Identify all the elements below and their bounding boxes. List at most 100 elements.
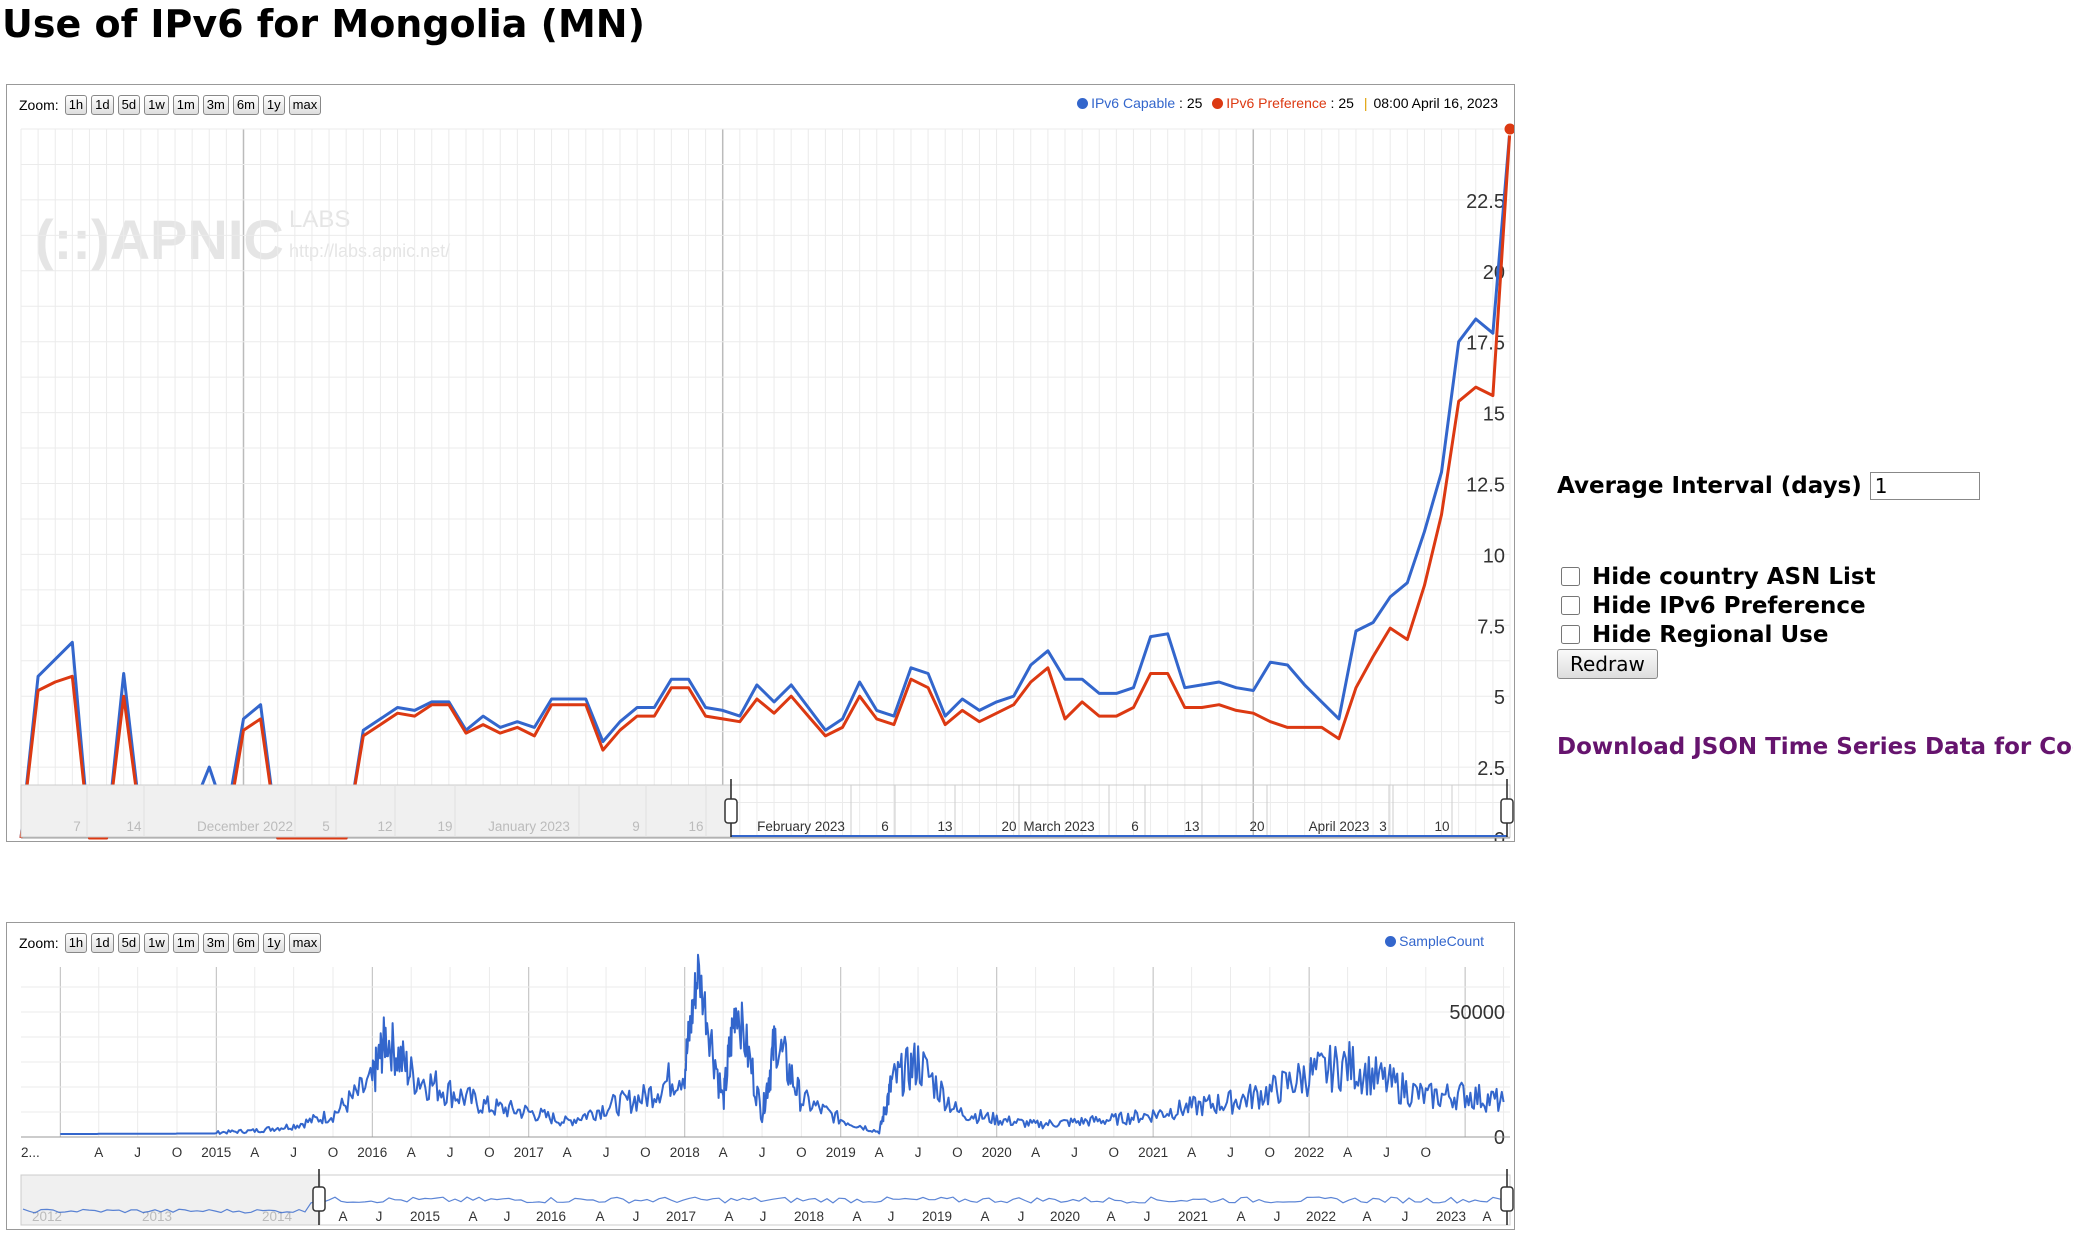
navigator-label: J — [760, 1209, 767, 1224]
zoom-1w-button[interactable]: 1w — [144, 933, 169, 953]
watermark: (::)APNIC LABS http://labs.apnic.net/ — [35, 206, 450, 271]
hide-preference-label: Hide IPv6 Preference — [1592, 592, 1866, 619]
redraw-button[interactable]: Redraw — [1557, 649, 1658, 679]
navigator-left-handle — [312, 1186, 326, 1212]
zoom-5d-button[interactable]: 5d — [117, 95, 141, 115]
x-tick-label: O — [952, 1145, 963, 1160]
preference-dot-icon — [1212, 98, 1224, 109]
legend-divider: | — [1363, 95, 1368, 111]
zoom-1d-button[interactable]: 1d — [91, 933, 114, 953]
navigator-label: 2012 — [32, 1209, 62, 1224]
x-tick-label: 2015 — [201, 1145, 231, 1160]
navigator-label: 20 — [1001, 819, 1016, 834]
navigator-right-handle — [1500, 1186, 1514, 1212]
x-tick-label: 2021 — [1138, 1145, 1168, 1160]
hide-preference-option[interactable]: Hide IPv6 Preference — [1557, 591, 1876, 620]
navigator-label: 7 — [73, 819, 81, 834]
y-tick-label: 22.5 — [1466, 191, 1505, 213]
hide-asn-option[interactable]: Hide country ASN List — [1557, 562, 1876, 591]
x-tick-label: O — [640, 1145, 651, 1160]
navigator-series-line — [22, 1196, 1506, 1214]
legend-preference-name: IPv6 Preference — [1226, 95, 1327, 111]
navigator-label: 2016 — [536, 1209, 566, 1224]
legend-timestamp: 08:00 April 16, 2023 — [1373, 95, 1498, 111]
zoom-1y-button[interactable]: 1y — [262, 933, 285, 953]
y-tick-label: 15 — [1483, 404, 1505, 426]
navigator-label: 3 — [1379, 819, 1387, 834]
navigator-label: 2023 — [1436, 1209, 1466, 1224]
hide-preference-checkbox[interactable] — [1561, 596, 1580, 615]
navigator-label: A — [852, 1209, 861, 1224]
zoom-1w-button[interactable]: 1w — [144, 95, 169, 115]
hide-regional-label: Hide Regional Use — [1592, 621, 1829, 648]
zoom-label: Zoom: — [19, 935, 59, 951]
zoom-1y-button[interactable]: 1y — [262, 95, 285, 115]
x-tick-label: A — [250, 1145, 259, 1160]
zoom-5d-button[interactable]: 5d — [117, 933, 141, 953]
x-tick-label: J — [1227, 1145, 1234, 1160]
sample-count-chart: Zoom: 1h 1d 5d 1w 1m 3m 6m 1y max Sample… — [6, 922, 1515, 1230]
navigator-label: J — [1274, 1209, 1281, 1224]
zoom-3m-button[interactable]: 3m — [202, 933, 229, 953]
navigator-label: 6 — [1131, 819, 1139, 834]
navigator-label: J — [888, 1209, 895, 1224]
navigator-label: A — [338, 1209, 347, 1224]
navigator-label: J — [633, 1209, 640, 1224]
navigator-label: A — [468, 1209, 477, 1224]
page-title: Use of IPv6 for Mongolia (MN) — [2, 2, 645, 46]
x-tick-label: A — [407, 1145, 416, 1160]
x-tick-label: A — [94, 1145, 103, 1160]
x-tick-label: J — [759, 1145, 766, 1160]
navigator-left-handle — [724, 798, 738, 824]
navigator-label: 2018 — [794, 1209, 824, 1224]
navigator-label: 2013 — [142, 1209, 172, 1224]
interval-input[interactable] — [1869, 472, 1980, 500]
navigator-label: December 2022 — [197, 819, 293, 834]
zoom-1m-button[interactable]: 1m — [172, 933, 199, 953]
navigator-label: A — [1106, 1209, 1115, 1224]
x-tick-label: O — [328, 1145, 339, 1160]
watermark-labs: LABS — [289, 206, 350, 233]
watermark-url: http://labs.apnic.net/ — [289, 241, 450, 261]
x-tick-label: J — [134, 1145, 141, 1160]
legend-sample-name: SampleCount — [1399, 933, 1484, 949]
ipv6-chart-svg: (::)APNIC LABS http://labs.apnic.net/ 02… — [19, 122, 1514, 841]
x-tick-label: O — [1265, 1145, 1276, 1160]
y-tick-label: 17.5 — [1466, 333, 1505, 355]
zoom-1h-button[interactable]: 1h — [64, 95, 88, 115]
navigator-unselected-region — [21, 1175, 321, 1225]
zoom-max-button[interactable]: max — [288, 933, 322, 953]
x-tick-label: 2022 — [1294, 1145, 1324, 1160]
options-checkboxes: Hide country ASN List Hide IPv6 Preferen… — [1557, 562, 1876, 649]
hide-regional-checkbox[interactable] — [1561, 625, 1580, 644]
y-tick-label: 10 — [1483, 545, 1505, 567]
navigator-label: 2021 — [1178, 1209, 1208, 1224]
navigator-right-handle — [1500, 798, 1514, 824]
navigator-label: 5 — [322, 819, 330, 834]
zoom-1m-button[interactable]: 1m — [172, 95, 199, 115]
navigator-label: J — [1018, 1209, 1025, 1224]
zoom-6m-button[interactable]: 6m — [232, 95, 259, 115]
download-json-link[interactable]: Download JSON Time Series Data for Code … — [1557, 734, 2073, 760]
navigator-label: 6 — [881, 819, 889, 834]
navigator-label: 13 — [1184, 819, 1199, 834]
zoom-6m-button[interactable]: 6m — [232, 933, 259, 953]
x-tick-label: A — [875, 1145, 884, 1160]
y-tick-label: 50000 — [1449, 1002, 1505, 1024]
watermark-logo: (::)APNIC — [35, 208, 284, 271]
zoom-1h-button[interactable]: 1h — [64, 933, 88, 953]
zoom-3m-button[interactable]: 3m — [202, 95, 229, 115]
navigator-label: A — [1236, 1209, 1245, 1224]
ipv6-chart: Zoom: 1h 1d 5d 1w 1m 3m 6m 1y max IPv6 C… — [6, 84, 1515, 842]
navigator-label: 9 — [632, 819, 640, 834]
legend-preference-value: 25 — [1338, 95, 1354, 111]
zoom-1d-button[interactable]: 1d — [91, 95, 114, 115]
navigator-label: 2017 — [666, 1209, 696, 1224]
zoom-max-button[interactable]: max — [288, 95, 322, 115]
hide-regional-option[interactable]: Hide Regional Use — [1557, 620, 1876, 649]
x-tick-label: J — [290, 1145, 297, 1160]
zoom-bar: Zoom: 1h 1d 5d 1w 1m 3m 6m 1y max — [19, 93, 325, 117]
hide-asn-checkbox[interactable] — [1561, 567, 1580, 586]
legend-sep: : — [1175, 95, 1187, 111]
navigator-label: 10 — [1434, 819, 1449, 834]
